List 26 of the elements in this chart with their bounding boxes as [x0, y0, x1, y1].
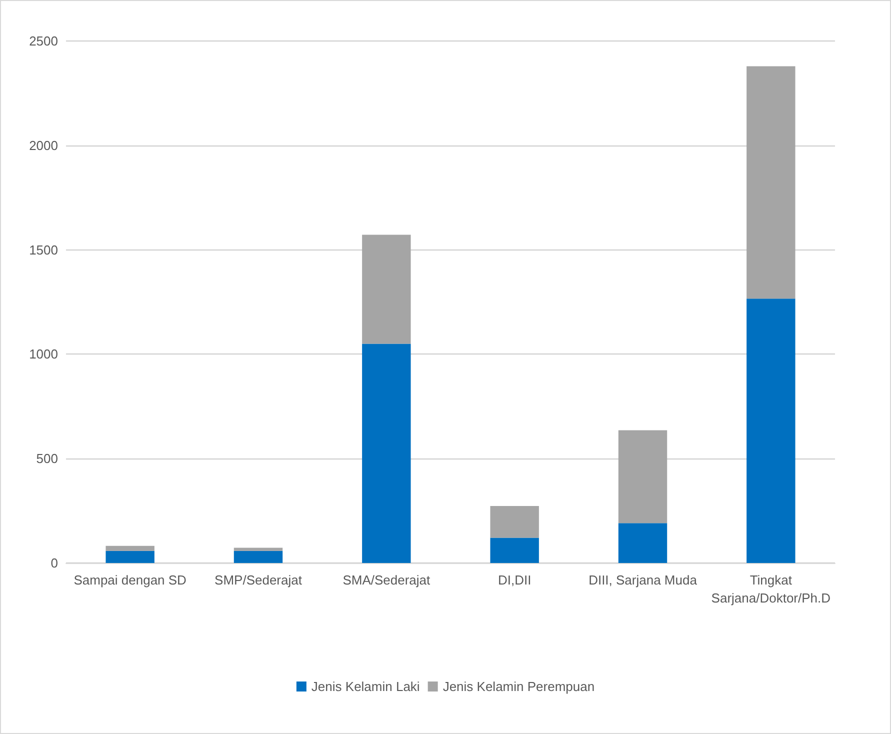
bar — [490, 538, 539, 563]
bar — [234, 548, 283, 551]
y-tick-label: 1500 — [29, 242, 58, 258]
y-tick-label: 2500 — [29, 34, 58, 48]
x-tick-label: Sampai dengan SD — [74, 572, 186, 588]
x-tick-label: Tingkat Sarjana/Doktor/Ph.D — [711, 572, 831, 606]
legend-label: Jenis Kelamin Laki — [311, 679, 420, 694]
bar — [746, 298, 796, 563]
y-tick-label: 500 — [36, 451, 58, 466]
bar — [490, 506, 539, 538]
x-tick-label: DI,DII — [498, 572, 532, 588]
legend-label: Jenis Kelamin Perempuan — [442, 679, 595, 694]
bar — [618, 523, 668, 563]
bar — [106, 546, 154, 551]
y-tick-label: 1000 — [29, 346, 58, 362]
x-tick-label: DIII, Sarjana Muda — [588, 572, 698, 588]
bar — [362, 344, 411, 563]
bar — [746, 66, 796, 299]
y-tick-label: 2000 — [29, 138, 58, 153]
x-tick-label: SMP/Sederajat — [214, 572, 302, 588]
y-tick-label: 0 — [50, 556, 58, 570]
bar — [618, 430, 668, 524]
bar — [234, 550, 283, 563]
bar — [362, 234, 411, 344]
x-tick-label: SMA/Sederajat — [342, 572, 431, 588]
bar — [106, 550, 154, 563]
